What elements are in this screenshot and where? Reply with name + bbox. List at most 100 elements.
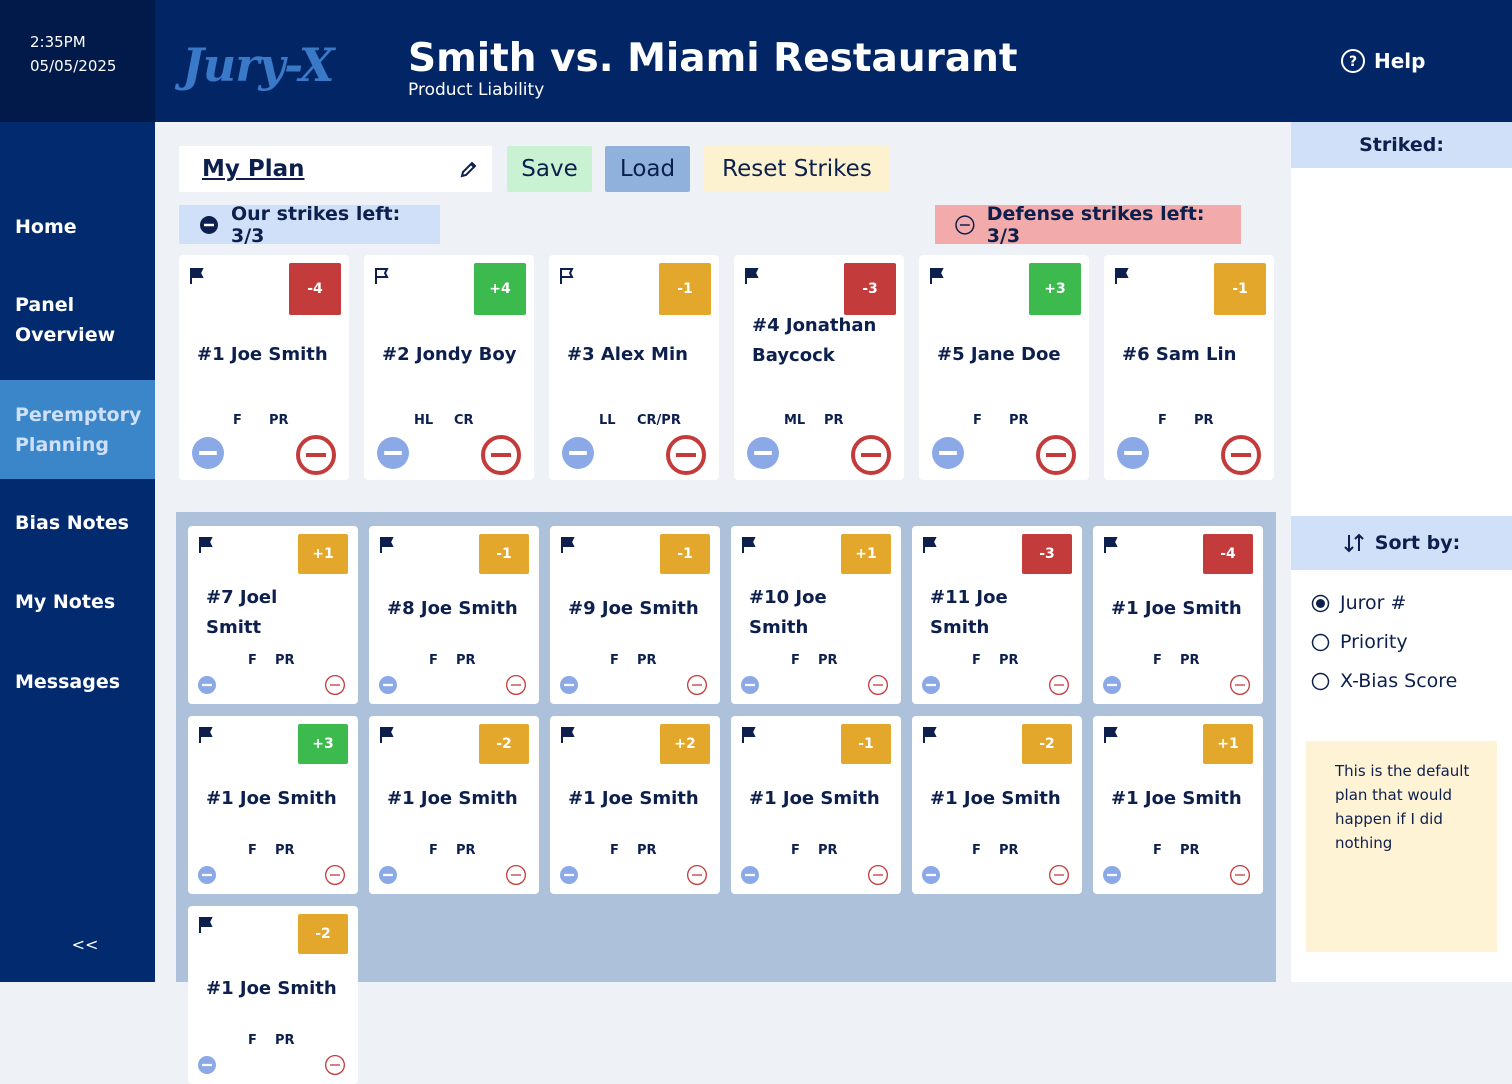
strike-defense[interactable] [687, 865, 707, 885]
radio[interactable] [1311, 672, 1330, 691]
strike-ours[interactable] [1117, 437, 1149, 469]
flag-icon[interactable] [1114, 267, 1130, 285]
juror-card[interactable]: +4 #2 Jondy Boy HL CR [364, 255, 534, 480]
strike-defense[interactable] [666, 435, 706, 475]
strike-defense[interactable] [1049, 675, 1069, 695]
strike-ours[interactable] [379, 866, 397, 884]
nav-item[interactable]: My Notes [15, 591, 116, 613]
collapse[interactable]: << [71, 935, 99, 954]
nav-item[interactable]: Bias Notes [15, 512, 129, 534]
flag-icon[interactable] [1103, 726, 1119, 744]
strike-defense[interactable] [851, 435, 891, 475]
juror-card[interactable]: +3 #5 Jane Doe F PR [919, 255, 1089, 480]
strike-ours[interactable] [932, 437, 964, 469]
strike-ours[interactable] [1103, 676, 1121, 694]
strike-defense[interactable] [325, 865, 345, 885]
flag-icon[interactable] [379, 726, 395, 744]
nav-item[interactable]: Home [15, 216, 77, 238]
juror-name: #8 Joe Smith [387, 598, 518, 619]
score-badge: -2 [479, 724, 529, 764]
reset-button[interactable]: Reset Strikes [704, 146, 890, 192]
flag-icon[interactable] [189, 267, 205, 285]
juror-card[interactable]: -2 #1 Joe Smith F PR [188, 906, 358, 1084]
juror-card[interactable]: -4 #1 Joe Smith F PR [179, 255, 349, 480]
juror-card[interactable]: -1 #1 Joe Smith F PR [731, 716, 901, 894]
flag-icon[interactable] [559, 267, 575, 285]
juror-card[interactable]: -1 #6 Sam Lin F PR [1104, 255, 1274, 480]
juror-card[interactable]: -1 #9 Joe Smith F PR [550, 526, 720, 704]
our-strikes: Our strikes left: 3/3 [179, 203, 440, 247]
plan-name[interactable]: My Plan [179, 146, 492, 192]
flag-icon[interactable] [198, 916, 214, 934]
strike-defense[interactable] [296, 435, 336, 475]
juror-card[interactable]: -1 #8 Joe Smith F PR [369, 526, 539, 704]
strike-defense[interactable] [1036, 435, 1076, 475]
strike-defense[interactable] [1230, 865, 1250, 885]
strike-defense[interactable] [481, 435, 521, 475]
sort-option[interactable]: Juror # [1311, 592, 1406, 614]
strike-ours[interactable] [379, 676, 397, 694]
strike-defense[interactable] [1230, 675, 1250, 695]
juror-name: #1 Joe Smith [1111, 598, 1242, 619]
strike-ours[interactable] [377, 437, 409, 469]
radio[interactable] [1311, 594, 1330, 613]
save-button[interactable]: Save [507, 146, 592, 192]
score-badge: -2 [298, 914, 348, 954]
nav-item[interactable]: Peremptory Planning [0, 380, 155, 479]
flag-icon[interactable] [1103, 536, 1119, 554]
strike-defense[interactable] [325, 1055, 345, 1075]
flag-icon[interactable] [560, 536, 576, 554]
flag-icon[interactable] [198, 726, 214, 744]
flag-icon[interactable] [922, 536, 938, 554]
nav-item[interactable]: Panel Overview [15, 294, 116, 346]
juror-card[interactable]: -3 #4 Jonathan Baycock ML PR [734, 255, 904, 480]
flag-icon[interactable] [560, 726, 576, 744]
strike-ours[interactable] [560, 866, 578, 884]
strike-defense[interactable] [1049, 865, 1069, 885]
strike-ours[interactable] [192, 437, 224, 469]
strike-ours[interactable] [922, 676, 940, 694]
strike-ours[interactable] [1103, 866, 1121, 884]
juror-card[interactable]: +2 #1 Joe Smith F PR [550, 716, 720, 894]
strike-ours[interactable] [741, 676, 759, 694]
strike-defense[interactable] [1221, 435, 1261, 475]
strike-ours[interactable] [198, 1056, 216, 1074]
flag-icon[interactable] [741, 536, 757, 554]
strike-defense[interactable] [868, 865, 888, 885]
juror-card[interactable]: -3 #11 Joe Smith F PR [912, 526, 1082, 704]
sort-option[interactable]: X-Bias Score [1311, 670, 1457, 692]
strike-ours[interactable] [562, 437, 594, 469]
juror-card[interactable]: -2 #1 Joe Smith F PR [369, 716, 539, 894]
strike-ours[interactable] [198, 866, 216, 884]
strike-ours[interactable] [741, 866, 759, 884]
flag-icon[interactable] [379, 536, 395, 554]
load-button[interactable]: Load [605, 146, 690, 192]
juror-card[interactable]: -4 #1 Joe Smith F PR [1093, 526, 1263, 704]
flag-icon[interactable] [744, 267, 760, 285]
flag-icon[interactable] [374, 267, 390, 285]
juror-card[interactable]: +1 #1 Joe Smith F PR [1093, 716, 1263, 894]
strike-defense[interactable] [868, 675, 888, 695]
strike-defense[interactable] [687, 675, 707, 695]
help[interactable]: ? Help [1340, 48, 1425, 74]
strike-ours[interactable] [747, 437, 779, 469]
juror-card[interactable]: +1 #7 Joel Smitt F PR [188, 526, 358, 704]
radio[interactable] [1311, 633, 1330, 652]
juror-card[interactable]: -2 #1 Joe Smith F PR [912, 716, 1082, 894]
strike-defense[interactable] [506, 865, 526, 885]
flag-icon[interactable] [929, 267, 945, 285]
sort-option[interactable]: Priority [1311, 631, 1408, 653]
flag-icon[interactable] [198, 536, 214, 554]
strike-ours[interactable] [560, 676, 578, 694]
flag-icon[interactable] [922, 726, 938, 744]
strike-defense[interactable] [325, 675, 345, 695]
strike-ours[interactable] [922, 866, 940, 884]
strike-ours[interactable] [198, 676, 216, 694]
flag-icon[interactable] [741, 726, 757, 744]
strike-defense[interactable] [506, 675, 526, 695]
case-title: Smith vs. Miami Restaurant [408, 36, 1018, 81]
juror-card[interactable]: +1 #10 Joe Smith F PR [731, 526, 901, 704]
juror-card[interactable]: -1 #3 Alex Min LL CR/PR [549, 255, 719, 480]
juror-card[interactable]: +3 #1 Joe Smith F PR [188, 716, 358, 894]
nav-item[interactable]: Messages [15, 671, 121, 693]
